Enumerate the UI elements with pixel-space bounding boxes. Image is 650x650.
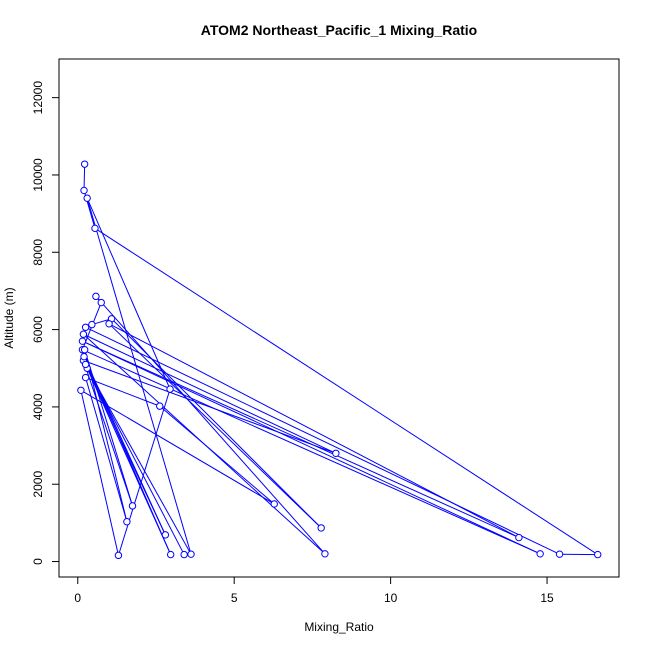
x-tick-label: 10: [384, 591, 398, 605]
data-point: [81, 323, 90, 331]
data-point: [92, 292, 100, 301]
data-point: [83, 194, 91, 202]
data-point: [88, 320, 96, 329]
data-point: [270, 500, 278, 508]
data-point: [91, 224, 99, 233]
data-point: [80, 345, 89, 354]
series-segment: [86, 197, 171, 390]
x-tick-label: 5: [231, 591, 238, 605]
data-point: [81, 373, 90, 382]
data-point: [77, 386, 85, 394]
data-point: [80, 186, 88, 195]
series-segment: [159, 405, 275, 505]
data-point: [161, 531, 170, 539]
series-segment: [80, 389, 275, 505]
y-tick-label: 0: [31, 558, 45, 565]
data-point: [332, 449, 340, 457]
series-segment: [85, 364, 166, 536]
x-axis-label: Mixing_Ratio: [304, 620, 374, 634]
data-point: [515, 533, 523, 542]
data-point: [97, 298, 105, 307]
data-point: [187, 550, 195, 558]
data-point: [128, 502, 137, 510]
series-segment: [94, 227, 598, 555]
x-tick-label: 0: [74, 591, 81, 605]
data-point: [156, 402, 164, 410]
data-point: [166, 550, 175, 559]
data-point: [80, 352, 88, 361]
series-segment: [108, 323, 322, 529]
data-point: [555, 550, 564, 558]
data-point: [80, 160, 89, 168]
series-segment: [83, 164, 86, 191]
series-segment: [117, 388, 171, 556]
y-axis-label: Altitude (m): [2, 287, 16, 348]
data-point: [594, 550, 602, 559]
series-segment: [82, 340, 520, 539]
data-point: [166, 385, 174, 393]
plot-frame: [58, 58, 620, 578]
data-point: [317, 524, 325, 532]
data-point: [321, 550, 329, 558]
y-axis: 0 2000 4000 6000 8000 10000 12000: [31, 81, 60, 565]
series-segment: [82, 349, 541, 555]
series-segment: [85, 377, 128, 522]
data-point: [180, 550, 188, 559]
series-segment: [82, 360, 133, 507]
data-point: [536, 550, 544, 558]
x-axis: 0 5 10 15: [74, 576, 554, 605]
data-point: [81, 360, 90, 369]
series-segment: [85, 326, 560, 555]
series-segment: [83, 333, 337, 454]
series-segment: [83, 360, 337, 454]
series-layer: [80, 164, 598, 556]
data-point: [114, 551, 123, 560]
data-point: [105, 320, 113, 328]
series-segment: [108, 323, 520, 539]
series-segment: [85, 377, 160, 407]
series-segment: [86, 198, 192, 555]
y-tick-label: 6000: [31, 316, 45, 343]
series-segment: [111, 318, 322, 529]
series-segment: [80, 390, 119, 556]
data-point: [78, 337, 87, 345]
series-segment: [85, 364, 185, 555]
series-segment: [86, 368, 192, 555]
y-tick-label: 8000: [31, 239, 45, 266]
x-tick-label: 15: [540, 591, 554, 605]
data-point: [79, 330, 88, 338]
y-tick-label: 2000: [31, 471, 45, 498]
y-tick-label: 4000: [31, 393, 45, 420]
y-tick-label: 10000: [31, 158, 45, 192]
points-layer: [77, 160, 602, 560]
series-segment: [82, 340, 541, 555]
chart-title: ATOM2 Northeast_Pacific_1 Mixing_Ratio: [201, 22, 477, 38]
data-point: [123, 518, 131, 526]
series-segment: [95, 296, 326, 555]
y-tick-label: 12000: [31, 81, 45, 115]
